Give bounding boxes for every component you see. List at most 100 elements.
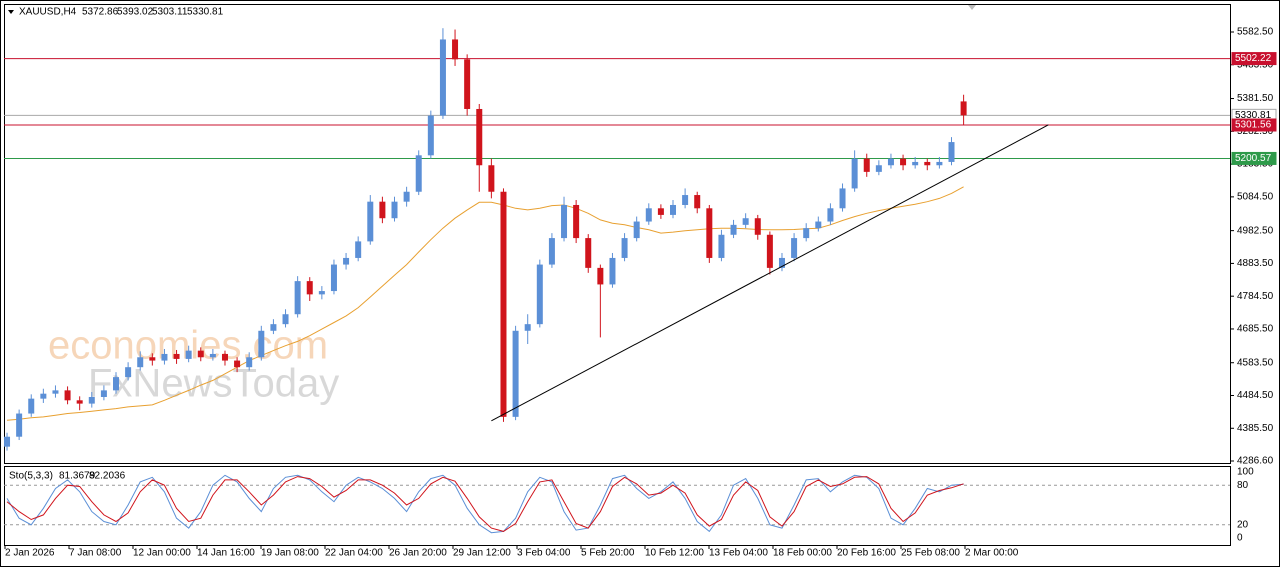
oscillator-signal-value: 82.2036: [89, 471, 126, 482]
candle-body: [318, 291, 325, 295]
x-tick-label: 19 Jan 08:00: [261, 548, 319, 559]
candle-body: [100, 390, 107, 397]
watermark: economies.com: [48, 324, 328, 368]
candle-body: [476, 108, 483, 166]
x-tick-label: 2 Jan 2026: [5, 548, 55, 559]
price-level-box: [1231, 52, 1277, 66]
candle-body: [125, 367, 132, 378]
candle-body: [791, 238, 798, 258]
y-tick-label: 80: [1237, 480, 1249, 491]
symbol-menu-icon: [8, 10, 14, 14]
price-level-label: 5301.56: [1235, 120, 1272, 131]
candle-body: [887, 158, 894, 166]
candle-body: [803, 228, 810, 239]
candle-body: [452, 39, 459, 60]
x-tick-label: 3 Feb 04:00: [517, 548, 571, 559]
candle-body: [403, 191, 410, 202]
candle-body: [28, 398, 35, 414]
candle-body: [706, 208, 713, 258]
candle-body: [464, 59, 471, 109]
candle-body: [161, 353, 168, 361]
candle-body: [209, 353, 216, 358]
x-tick-label: 12 Jan 00:00: [133, 548, 191, 559]
candle-body: [221, 353, 228, 361]
ohlc-low: 5303.11: [152, 7, 188, 18]
candle-body: [778, 257, 785, 268]
candle-body: [258, 330, 265, 358]
y-tick-label: 0: [1237, 533, 1243, 544]
oscillator-main-value: 81.3679: [59, 471, 96, 482]
candle-body: [682, 195, 689, 205]
candle-body: [306, 281, 313, 295]
candle-body: [912, 161, 919, 166]
y-tick-label: 4784.50: [1237, 291, 1274, 302]
candle-body: [742, 218, 749, 225]
ohlc-high: 5393.02: [117, 7, 154, 18]
candle-body: [246, 357, 253, 368]
shift-marker: [968, 5, 976, 10]
candle-body: [609, 257, 616, 285]
candle-body: [391, 201, 398, 219]
x-tick-label: 2 Mar 00:00: [965, 548, 1019, 559]
y-tick-label: 20: [1237, 519, 1249, 530]
x-tick-label: 25 Feb 08:00: [901, 548, 960, 559]
y-tick-label: 5582.50: [1237, 27, 1274, 38]
candle-body: [766, 234, 773, 268]
price-level-box: [1231, 151, 1277, 165]
candle-body: [936, 161, 943, 166]
candle-body: [294, 281, 301, 315]
x-tick-label: 13 Feb 04:00: [709, 548, 768, 559]
price-level-label: 5330.81: [1235, 110, 1272, 121]
candle-body: [40, 393, 47, 399]
y-tick-label: 4286.60: [1237, 456, 1274, 467]
candle-body: [488, 165, 495, 192]
candle-body: [524, 324, 531, 331]
candle-body: [718, 234, 725, 258]
candle-body: [500, 191, 507, 417]
candle-body: [585, 238, 592, 268]
candle-body: [645, 208, 652, 222]
candle-body: [548, 238, 555, 265]
symbol-label: XAUUSD,H4: [19, 7, 77, 18]
candle-body: [76, 400, 83, 404]
candle-body: [330, 264, 337, 292]
oscillator-label: Sto(5,3,3): [9, 471, 53, 482]
y-tick-label: 100: [1237, 467, 1254, 478]
candle-body: [960, 101, 967, 116]
candle-body: [924, 161, 931, 166]
ohlc-open: 5372.86: [82, 7, 119, 18]
trendline: [491, 124, 1049, 422]
candle-body: [52, 390, 59, 394]
y-tick-label: 5084.50: [1237, 192, 1274, 203]
candle-body: [427, 115, 434, 156]
candle-body: [367, 201, 374, 242]
candle-body: [948, 142, 955, 162]
candle-body: [137, 357, 144, 368]
candle-body: [113, 377, 120, 391]
candle-body: [197, 350, 204, 358]
x-tick-label: 22 Jan 04:00: [325, 548, 383, 559]
candle-body: [512, 330, 519, 417]
candle-body: [827, 208, 834, 222]
candle-body: [754, 218, 761, 235]
candle-body: [64, 390, 71, 401]
candle-body: [379, 201, 386, 219]
candle-body: [561, 204, 568, 239]
candle-body: [173, 353, 180, 359]
oscillator-line: [6, 476, 964, 532]
candle-body: [439, 39, 446, 116]
x-tick-label: 5 Feb 20:00: [581, 548, 635, 559]
candle-body: [863, 158, 870, 172]
candle-body: [270, 324, 277, 331]
x-tick-label: 14 Jan 16:00: [197, 548, 255, 559]
candle-body: [343, 257, 350, 265]
y-tick-label: 5381.50: [1237, 93, 1274, 104]
oscillator-panel: [4, 466, 1231, 546]
y-tick-label: 4982.50: [1237, 225, 1274, 236]
y-tick-label: 4484.50: [1237, 390, 1274, 401]
candle-body: [839, 188, 846, 209]
candle-body: [875, 165, 882, 172]
x-tick-label: 29 Jan 12:00: [453, 548, 511, 559]
